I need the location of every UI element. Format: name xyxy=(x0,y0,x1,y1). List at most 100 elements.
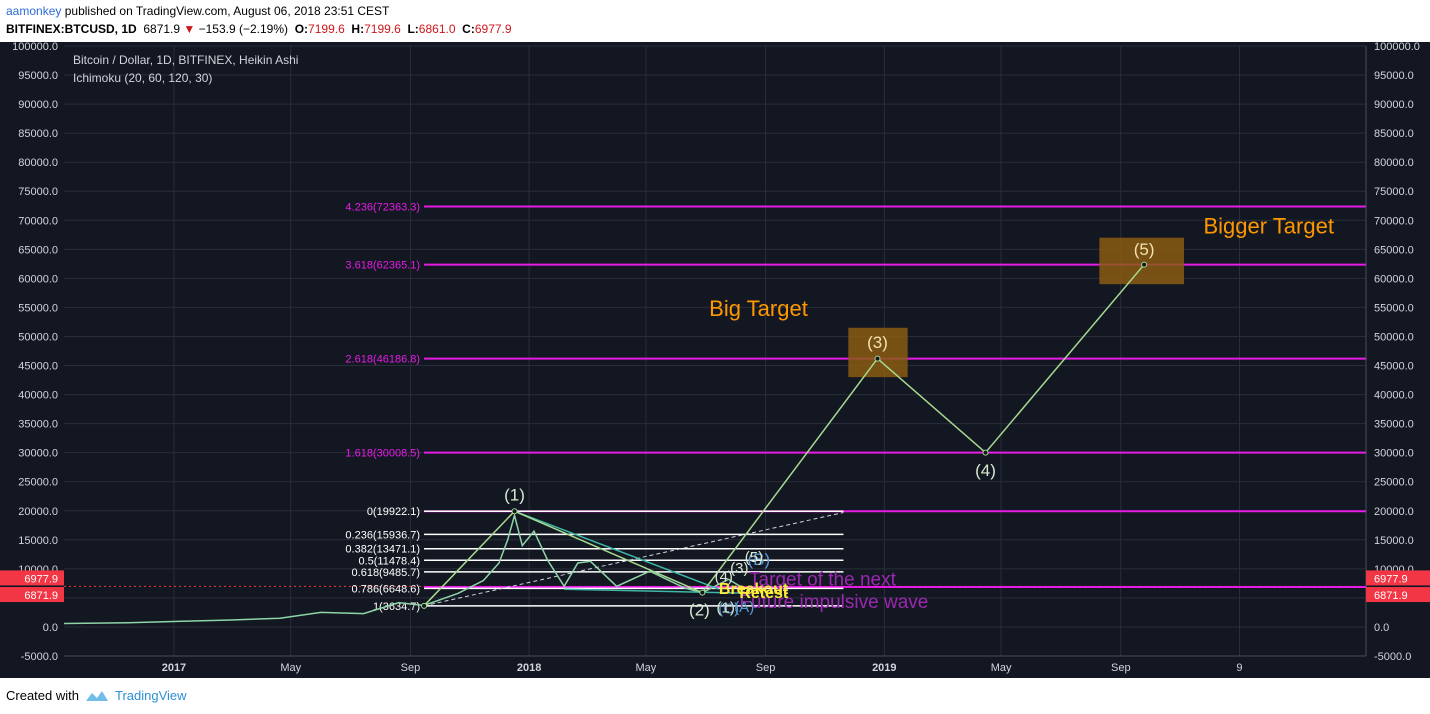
price-badge-left xyxy=(0,570,64,586)
y-tick-label-left: 25000.0 xyxy=(18,477,58,489)
fib-retracement-label: 0.786(6648.6) xyxy=(352,583,421,595)
fib-retracement-label: 0.236(15936.7) xyxy=(345,529,420,541)
created-with-text: Created with xyxy=(6,688,79,703)
y-tick-label-right: -5000.0 xyxy=(1374,651,1411,663)
tradingview-link[interactable]: TradingView xyxy=(114,688,187,703)
y-tick-label-left: 50000.0 xyxy=(18,331,58,343)
down-arrow-icon: ▼ xyxy=(183,22,196,36)
legend-indicator: Ichimoku (20, 60, 120, 30) xyxy=(73,71,212,85)
annotation-text: (3) xyxy=(730,560,748,577)
y-tick-label-right: 35000.0 xyxy=(1374,419,1414,431)
low-label: L: xyxy=(407,22,419,36)
chart-area[interactable]: -5000.0-5000.00.00.05000.05000.010000.01… xyxy=(0,41,1430,678)
y-tick-label-right: 90000.0 xyxy=(1374,99,1414,111)
y-tick-label-left: 90000.0 xyxy=(18,99,58,111)
y-tick-label-left: 55000.0 xyxy=(18,302,58,314)
x-tick-label: 2018 xyxy=(517,662,541,674)
last-price: 6871.9 xyxy=(143,22,181,36)
fib-extension-label: 4.236(72363.3) xyxy=(345,202,420,214)
y-tick-label-right: 45000.0 xyxy=(1374,361,1414,373)
close-label: C: xyxy=(462,22,475,36)
y-tick-label-left: 45000.0 xyxy=(18,361,58,373)
annotation-text: (5) xyxy=(745,549,763,566)
y-tick-label-right: 25000.0 xyxy=(1374,477,1414,489)
symbol-name: BITFINEX:BTCUSD, 1D xyxy=(6,22,137,36)
fib-extension-label: 1.618(30008.5) xyxy=(345,448,420,460)
wave-point xyxy=(1141,261,1148,268)
wave-point xyxy=(699,589,706,596)
high-value: 7199.6 xyxy=(364,22,401,36)
low-value: 6861.0 xyxy=(418,22,456,36)
price-badge-left xyxy=(0,587,64,603)
chart-svg[interactable]: -5000.0-5000.00.00.05000.05000.010000.01… xyxy=(0,41,1430,678)
y-tick-label-left: 40000.0 xyxy=(18,390,58,402)
y-tick-label-right: 100000.0 xyxy=(1374,42,1420,53)
price-badge-right-text: 6871.9 xyxy=(1374,590,1408,602)
target-box xyxy=(1099,237,1185,285)
price-badge-left-text: 6871.9 xyxy=(24,590,58,602)
y-tick-label-right: 80000.0 xyxy=(1374,157,1414,169)
wave-label: (1) xyxy=(504,485,525,504)
x-tick-label: May xyxy=(280,662,301,674)
y-tick-label-right: 0.0 xyxy=(1374,622,1389,634)
y-tick-label-right: 75000.0 xyxy=(1374,186,1414,198)
fib-retracement-label: 0.382(13471.1) xyxy=(345,544,420,556)
x-tick-label: May xyxy=(991,662,1012,674)
y-tick-label-right: 60000.0 xyxy=(1374,273,1414,285)
x-tick-label: Sep xyxy=(1111,662,1131,674)
x-tick-label: 2019 xyxy=(872,662,896,674)
y-tick-label-right: 40000.0 xyxy=(1374,390,1414,402)
triangle-upper-line xyxy=(514,510,720,590)
high-label: H: xyxy=(351,22,365,36)
y-tick-label-left: 65000.0 xyxy=(18,244,58,256)
annotation-text: Future impulsive wave xyxy=(739,592,928,613)
annotation-text: (1) xyxy=(717,599,735,616)
y-tick-label-right: 15000.0 xyxy=(1374,535,1414,547)
target-box xyxy=(848,327,908,378)
annotation-text: Retest xyxy=(739,585,789,602)
elliott-wave-path xyxy=(423,264,1145,607)
x-tick-label: May xyxy=(636,662,657,674)
annotation-text: (A) xyxy=(734,599,754,616)
y-tick-label-left: 30000.0 xyxy=(18,448,58,460)
tradingview-logo-icon xyxy=(85,690,108,701)
triangle-lower-line xyxy=(564,588,750,595)
fib-extension-label: 3.618(62365.1) xyxy=(345,260,420,272)
y-tick-label-right: 50000.0 xyxy=(1374,331,1414,343)
wave-label: (3) xyxy=(867,333,888,352)
y-tick-label-left: 20000.0 xyxy=(18,506,58,518)
y-tick-label-left: 70000.0 xyxy=(18,215,58,227)
annotation-text: Target of the next xyxy=(749,570,897,591)
annotation-text: Big Target xyxy=(709,296,808,321)
author-link[interactable]: aamonkey xyxy=(6,4,62,18)
annotation-text: (C) xyxy=(718,601,739,618)
legend-title: Bitcoin / Dollar, 1D, BITFINEX, Heikin A… xyxy=(73,53,298,67)
price-change: −153.9 (−2.19%) xyxy=(198,22,289,36)
x-tick-label: Sep xyxy=(401,662,421,674)
open-label: O: xyxy=(294,22,309,36)
annotation-text: (B) xyxy=(747,550,770,569)
symbol-line: BITFINEX:BTCUSD, 1D 6871.9 ▼ −153.9 (−2.… xyxy=(6,22,512,36)
wave-point xyxy=(874,355,881,362)
y-tick-label-right: 30000.0 xyxy=(1374,448,1414,460)
price-series-line xyxy=(63,512,741,625)
price-badge-right xyxy=(1366,587,1430,603)
close-value: 6977.9 xyxy=(474,22,512,36)
y-tick-label-right: 65000.0 xyxy=(1374,244,1414,256)
y-tick-label-left: 60000.0 xyxy=(18,273,58,285)
y-tick-label-right: 95000.0 xyxy=(1374,70,1414,82)
y-tick-label-left: 80000.0 xyxy=(18,157,58,169)
y-tick-label-right: 55000.0 xyxy=(1374,302,1414,314)
publish-line: aamonkey published on TradingView.com, A… xyxy=(6,4,389,18)
trend-line-dashed xyxy=(423,512,844,607)
y-tick-label-left: -5000.0 xyxy=(21,651,58,663)
y-tick-label-left: 100000.0 xyxy=(12,42,58,53)
y-tick-label-right: 85000.0 xyxy=(1374,128,1414,140)
y-tick-label-left: 85000.0 xyxy=(18,128,58,140)
y-tick-label-right: 70000.0 xyxy=(1374,215,1414,227)
y-tick-label-left: 35000.0 xyxy=(18,419,58,431)
wave-point xyxy=(982,449,989,456)
wave-label: (5) xyxy=(1134,240,1155,259)
price-badge-right-text: 6977.9 xyxy=(1374,573,1408,585)
wave-label: (2) xyxy=(689,600,710,619)
